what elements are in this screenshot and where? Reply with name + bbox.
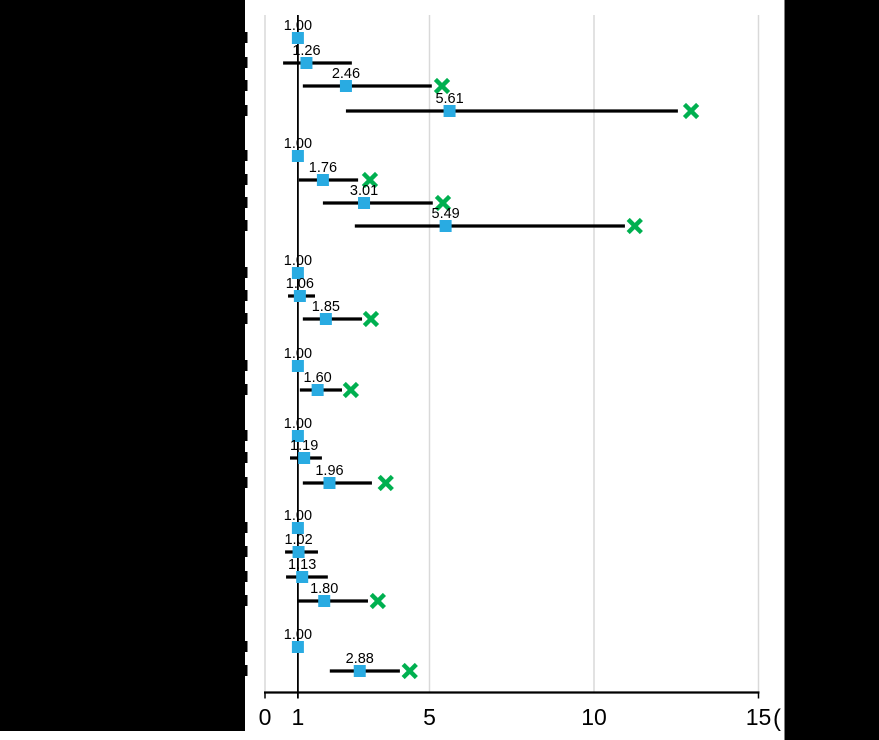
data-label-2-0: 1.00 — [284, 253, 312, 269]
row-label-fragment-0-2 — [243, 80, 248, 91]
estimate-square-marker-3-0 — [291, 360, 304, 372]
data-label-5-2: 1.13 — [288, 557, 316, 573]
row-label-fragment-4-1 — [243, 452, 248, 463]
row-label-fragment-5-3 — [243, 595, 248, 606]
estimate-square-marker-4-2 — [323, 477, 336, 489]
row-label-fragment-1-2 — [243, 197, 248, 208]
data-label-0-1: 1.26 — [292, 43, 320, 59]
estimate-square-marker-2-1 — [293, 290, 306, 302]
row-label-fragment-3-0 — [243, 360, 248, 371]
x-axis-label-5: 5 — [423, 704, 436, 730]
row-label-fragment-1-1 — [243, 174, 248, 185]
data-label-5-0: 1.00 — [284, 508, 312, 524]
green-x-marker-0-3 — [682, 102, 700, 120]
x-axis-clipped-paren: ( — [773, 705, 781, 732]
data-label-4-0: 1.00 — [284, 416, 312, 432]
data-label-1-3: 5.49 — [432, 206, 460, 222]
estimate-square-marker-5-2 — [296, 571, 309, 583]
estimate-square-marker-6-0 — [291, 641, 304, 653]
row-label-fragment-6-0 — [243, 641, 248, 652]
green-x-marker-5-3 — [369, 592, 387, 610]
row-label-fragment-0-0 — [243, 32, 248, 43]
row-label-fragment-5-0 — [243, 522, 248, 533]
green-x-marker-1-1 — [361, 171, 379, 189]
data-label-6-0: 1.00 — [284, 627, 312, 643]
row-label-fragment-4-2 — [243, 477, 248, 488]
row-label-fragment-2-2 — [243, 313, 248, 324]
row-label-fragment-1-3 — [243, 220, 248, 231]
row-label-fragment-5-2 — [243, 571, 248, 582]
data-label-2-2: 1.85 — [312, 299, 340, 315]
estimate-square-marker-6-1 — [353, 665, 366, 677]
data-label-0-3: 5.61 — [435, 91, 463, 107]
estimate-square-marker-4-1 — [298, 452, 311, 464]
data-label-5-1: 1.02 — [284, 532, 312, 548]
green-x-marker-3-1 — [342, 381, 360, 399]
data-label-1-0: 1.00 — [284, 136, 312, 152]
estimate-square-marker-3-1 — [311, 384, 324, 396]
estimate-square-marker-1-3 — [439, 220, 452, 232]
redaction-box-left — [0, 0, 245, 731]
estimate-square-marker-5-1 — [292, 546, 305, 558]
row-label-fragment-4-0 — [243, 430, 248, 441]
green-x-marker-6-1 — [401, 662, 418, 680]
estimate-square-marker-0-1 — [300, 57, 313, 69]
green-x-marker-4-2 — [377, 474, 394, 492]
estimate-square-marker-0-0 — [291, 32, 304, 44]
data-label-3-0: 1.00 — [284, 346, 312, 362]
row-label-fragment-6-1 — [243, 665, 248, 676]
green-x-marker-2-2 — [362, 310, 380, 328]
row-label-fragment-0-3 — [243, 105, 248, 116]
row-label-fragment-5-1 — [243, 546, 248, 557]
row-label-fragment-2-1 — [243, 290, 248, 301]
row-label-fragment-3-1 — [243, 384, 248, 395]
data-label-0-0: 1.00 — [284, 18, 312, 34]
estimate-square-marker-0-2 — [339, 80, 352, 92]
data-label-4-1: 1.19 — [290, 438, 318, 454]
data-label-1-1: 1.76 — [309, 160, 337, 176]
estimate-square-marker-5-3 — [318, 595, 331, 607]
data-label-1-2: 3.01 — [350, 183, 378, 199]
x-axis-label-15: 15 — [746, 704, 772, 730]
estimate-square-marker-5-0 — [291, 522, 304, 534]
x-axis-label-0: 0 — [259, 704, 272, 730]
data-label-6-1: 2.88 — [346, 651, 374, 667]
data-label-0-2: 2.46 — [332, 66, 360, 82]
estimate-square-marker-2-2 — [319, 313, 332, 325]
estimate-square-marker-0-3 — [443, 105, 456, 117]
data-label-3-1: 1.60 — [304, 370, 332, 386]
estimate-square-marker-1-0 — [291, 150, 304, 162]
x-axis-label-10: 10 — [581, 704, 607, 730]
x-axis-label-1: 1 — [292, 704, 305, 730]
green-x-marker-0-2 — [433, 77, 451, 95]
green-x-marker-1-3 — [626, 217, 643, 235]
row-label-fragment-1-0 — [243, 150, 248, 161]
data-label-5-3: 1.80 — [310, 581, 338, 597]
green-x-marker-1-2 — [434, 194, 452, 212]
redaction-box-right — [784, 0, 879, 740]
data-label-4-2: 1.96 — [315, 463, 343, 479]
estimate-square-marker-1-2 — [358, 197, 371, 209]
estimate-square-marker-1-1 — [316, 174, 329, 186]
estimate-square-marker-4-0 — [291, 430, 304, 442]
row-label-fragment-2-0 — [243, 267, 248, 278]
estimate-square-marker-2-0 — [291, 267, 304, 279]
row-label-fragment-0-1 — [243, 57, 248, 68]
data-label-2-1: 1.06 — [286, 276, 314, 292]
